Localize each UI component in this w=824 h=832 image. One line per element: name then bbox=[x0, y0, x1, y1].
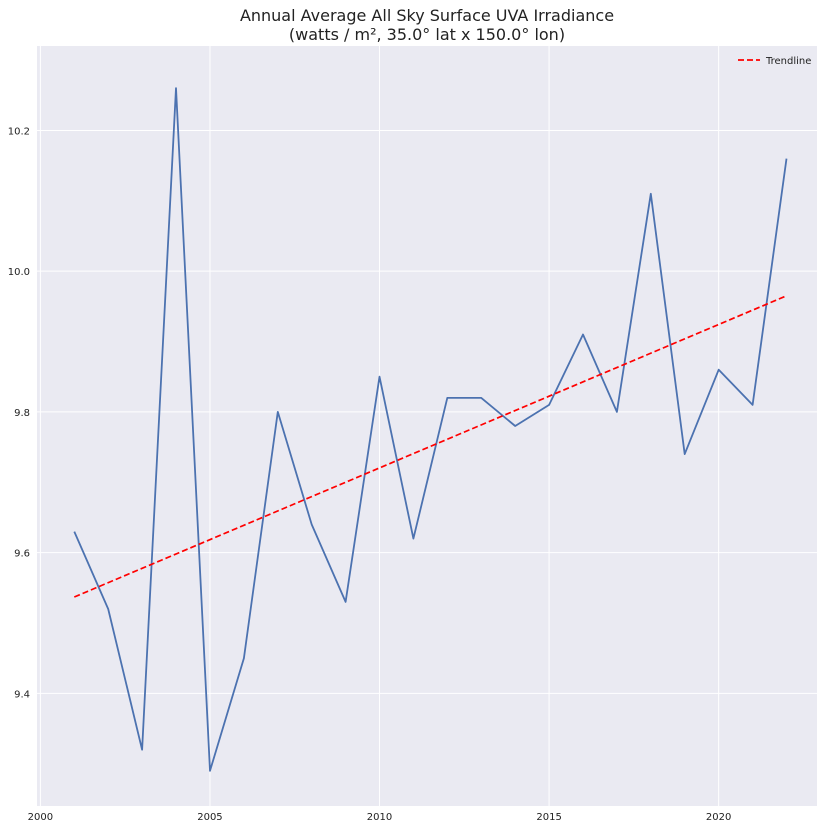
x-tick-label: 2000 bbox=[28, 812, 53, 823]
x-tick-label: 2020 bbox=[706, 812, 731, 823]
y-tick-label: 10.0 bbox=[8, 267, 30, 278]
plot-area bbox=[37, 46, 817, 806]
legend-label: Trendline bbox=[765, 56, 811, 67]
series-line bbox=[73, 87, 788, 772]
y-tick-label: 9.4 bbox=[14, 689, 30, 700]
chart-title: Annual Average All Sky Surface UVA Irrad… bbox=[239, 6, 615, 25]
chart-title-block: Annual Average All Sky Surface UVA Irrad… bbox=[0, 6, 824, 44]
chart-subtitle: (watts / m², 35.0° lat x 150.0° lon) bbox=[288, 25, 566, 44]
y-tick-label: 9.6 bbox=[14, 549, 30, 560]
x-tick-label: 2010 bbox=[367, 812, 392, 823]
trendline bbox=[73, 295, 787, 598]
y-tick-label: 9.8 bbox=[14, 408, 30, 419]
y-tick-label: 10.2 bbox=[8, 126, 30, 137]
x-tick-label: 2015 bbox=[536, 812, 561, 823]
x-tick-label: 2005 bbox=[197, 812, 222, 823]
